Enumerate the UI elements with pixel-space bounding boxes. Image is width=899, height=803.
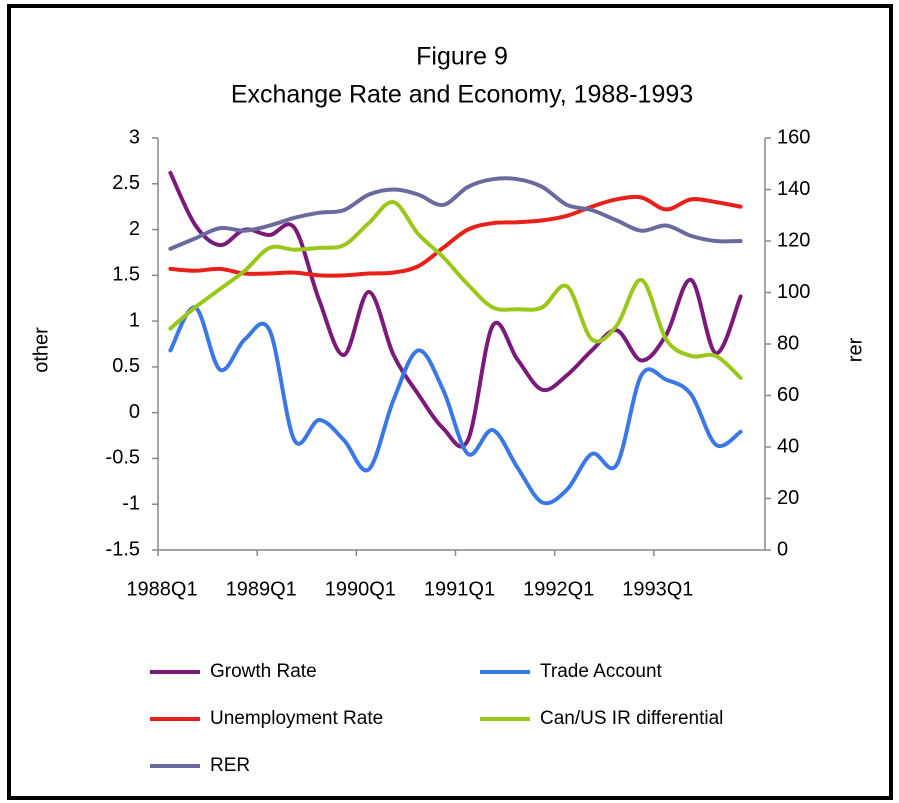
y-tick-label: 1 [129,309,140,331]
y2-tick-label: 0 [777,538,788,560]
x-tick-label: 1993Q1 [622,578,693,600]
y2-tick-label: 80 [777,332,799,354]
y-tick-label: -0.5 [106,447,140,469]
y2-axis-label: rer [844,337,866,362]
y2-tick-label: 140 [777,178,810,200]
y-axis-label: other [30,327,52,373]
y2-tick-label: 40 [777,435,799,457]
y-tick-label: 2.5 [112,172,140,194]
x-tick-label: 1989Q1 [226,578,297,600]
legend-label: Can/US IR differential [540,708,723,729]
chart-subtitle: Exchange Rate and Economy, 1988-1993 [231,81,693,109]
y2-tick-label: 20 [777,487,799,509]
x-tick-label: 1990Q1 [325,578,396,600]
x-tick-label: 1988Q1 [126,578,197,600]
y-tick-label: 3 [129,126,140,148]
x-tick-label: 1992Q1 [523,578,594,600]
series-line [168,194,743,278]
legend-label: RER [210,755,250,776]
y2-tick-label: 100 [777,281,810,303]
frame [7,4,893,800]
legend-label: Growth Rate [210,661,317,682]
x-tick-label: 1991Q1 [424,578,495,600]
y-tick-label: 2 [129,218,140,240]
legend-label: Unemployment Rate [210,708,383,729]
chart-title: Figure 9 [416,43,508,71]
legend-label: Trade Account [540,661,663,682]
series-line [168,176,743,251]
y-tick-label: 0 [129,401,140,423]
y-tick-label: -1.5 [106,538,140,560]
series-line [168,305,743,506]
y-tick-label: -1 [122,493,140,515]
y2-tick-label: 160 [777,126,810,148]
y2-tick-label: 120 [777,229,810,251]
series-line [168,200,743,380]
y-tick-label: 1.5 [112,264,140,286]
y2-tick-label: 60 [777,384,799,406]
y-tick-label: 0.5 [112,355,140,377]
